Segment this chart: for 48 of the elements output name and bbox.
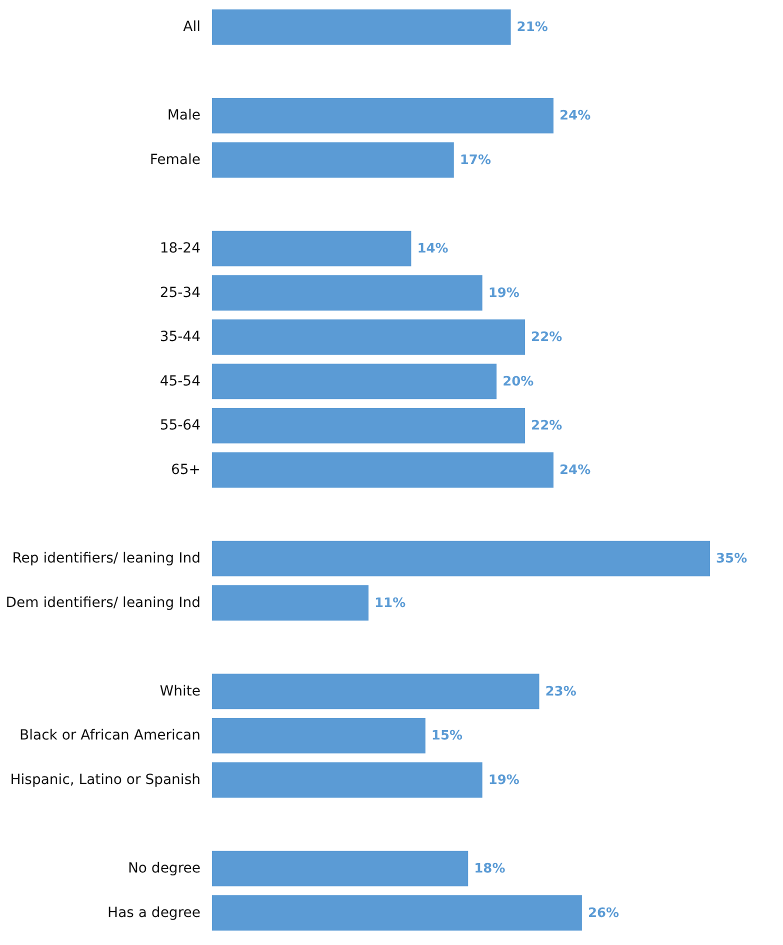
data-label: 20% (502, 374, 534, 390)
y-tick-label: Female (150, 152, 200, 168)
bar (212, 408, 526, 444)
data-label: 19% (488, 773, 520, 788)
y-tick-label: 55-64 (160, 418, 201, 434)
bar (212, 540, 710, 576)
bar (212, 230, 412, 266)
y-tick-label: 35-44 (160, 329, 201, 346)
bar (212, 762, 482, 798)
bar (212, 850, 468, 886)
bar (212, 674, 540, 710)
data-label: 24% (559, 463, 591, 478)
data-label: 24% (559, 108, 591, 124)
y-tick-label: Black or African American (20, 728, 200, 744)
data-label: 14% (417, 242, 448, 257)
data-label: 23% (545, 684, 576, 700)
y-tick-label: Has a degree (108, 904, 200, 921)
data-label: 21% (516, 20, 548, 36)
y-tick-label: Hispanic, Latino or Spanish (10, 772, 200, 788)
data-label: 17% (460, 153, 492, 168)
data-label: 35% (716, 552, 748, 567)
bar (212, 142, 454, 178)
data-label: 15% (431, 728, 463, 744)
data-label: 19% (488, 286, 520, 301)
data-label: 26% (588, 906, 620, 921)
bar (212, 9, 511, 45)
y-tick-label: 65+ (170, 462, 200, 478)
y-tick-label: Male (167, 108, 200, 124)
data-label: 18% (474, 862, 506, 877)
bar (212, 275, 482, 311)
data-label: 22% (531, 330, 562, 346)
data-label: 22% (531, 418, 562, 434)
y-tick-label: Dem identifiers/ leaning Ind (6, 594, 200, 611)
bar (212, 452, 554, 488)
bar (212, 585, 369, 621)
bar (212, 98, 554, 134)
y-tick-label: 25-34 (160, 284, 201, 301)
y-tick-label: 18-24 (160, 240, 201, 257)
bar (212, 895, 582, 931)
y-tick-label: All (183, 19, 200, 36)
y-tick-label: No degree (128, 860, 200, 877)
y-tick-label: White (160, 683, 200, 700)
y-tick-label: Rep identifiers/ leaning Ind (12, 550, 200, 567)
y-tick-label: 45-54 (160, 373, 201, 390)
bar (212, 364, 497, 400)
bar (212, 319, 526, 355)
bar (212, 718, 426, 754)
data-label: 11% (374, 596, 406, 611)
